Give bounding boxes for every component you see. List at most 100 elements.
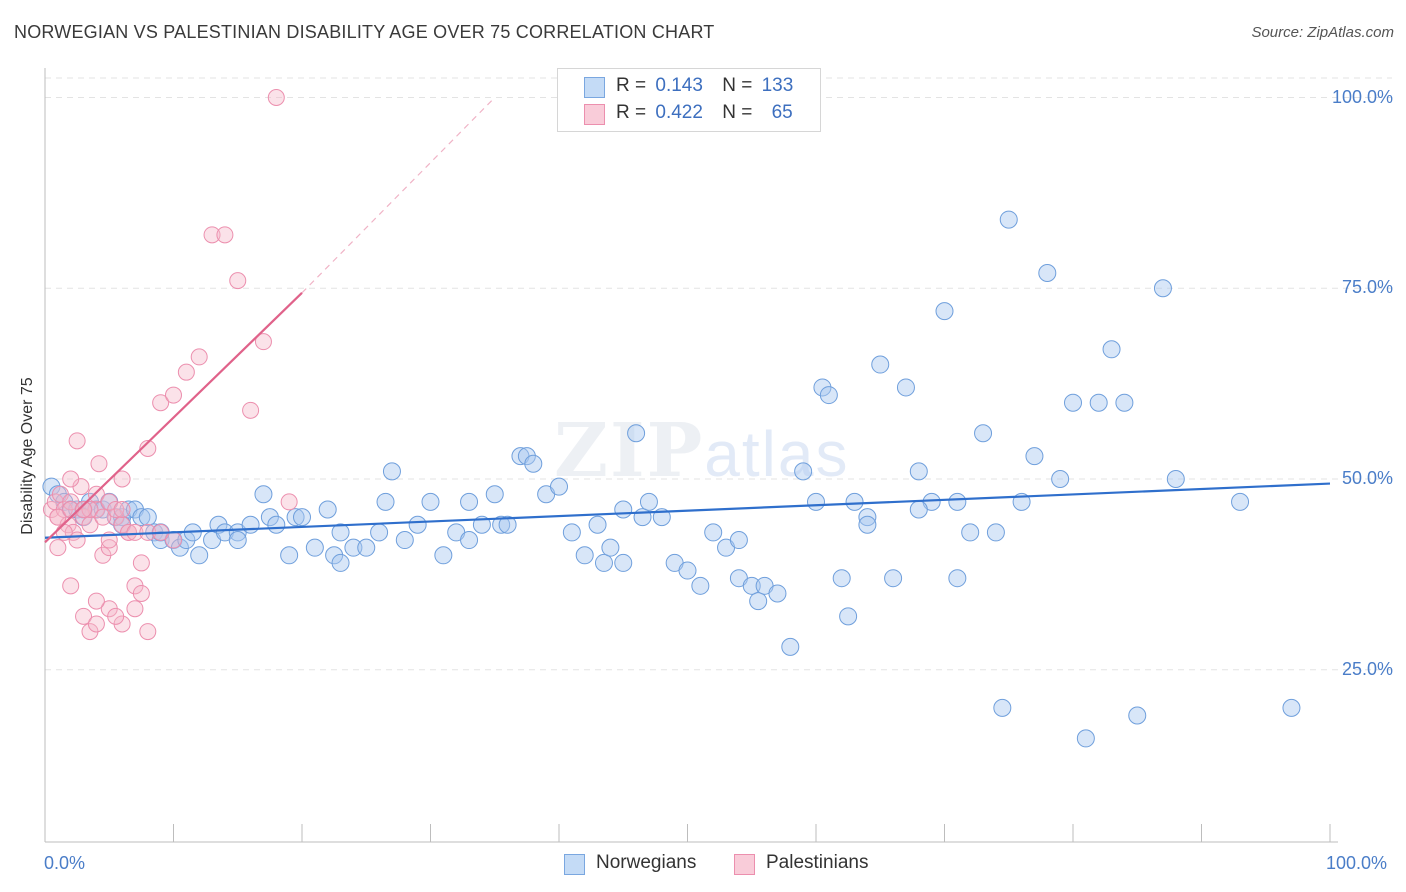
legend-n-value-palestinians: 65 <box>771 102 793 123</box>
zipatlas-watermark: ZIPatlas <box>554 408 849 494</box>
palestinian-point <box>132 554 150 572</box>
norwegian-point <box>267 515 286 534</box>
norwegian-point <box>871 355 890 374</box>
norwegian-point <box>1128 706 1147 725</box>
norwegian-point <box>460 531 479 550</box>
norwegian-point <box>729 531 748 550</box>
norwegian-point <box>749 592 768 611</box>
norwegian-point <box>961 523 980 542</box>
norwegian-point <box>209 515 228 534</box>
norwegian-point <box>858 508 877 527</box>
palestinian-point <box>126 600 144 618</box>
norwegian-point <box>1089 393 1108 412</box>
norwegian-point <box>260 508 279 527</box>
x-tick-label-min: 0.0% <box>44 853 86 873</box>
norwegian-point <box>1166 470 1185 488</box>
norwegian-point <box>858 515 877 534</box>
axes <box>44 68 1338 843</box>
palestinian-point <box>68 432 86 450</box>
bottom-legend-swatch-norwegians <box>564 854 585 875</box>
legend-r-label: R = <box>616 75 647 96</box>
palestinian-point <box>177 363 195 381</box>
norwegian-point <box>1051 470 1070 488</box>
norwegian-point <box>550 477 568 496</box>
norwegian-point <box>678 561 697 580</box>
norwegian-point <box>974 424 993 443</box>
palestinian-point <box>254 333 272 351</box>
norwegian-point <box>524 454 543 473</box>
watermark-zip: ZIP <box>554 408 705 494</box>
legend-swatch-palestinians <box>584 104 605 125</box>
norwegian-point <box>691 576 710 595</box>
trend-lines <box>44 97 1331 544</box>
palestinians-points <box>42 89 298 641</box>
source-label: Source: ZipAtlas.com <box>1251 24 1394 41</box>
norwegian-point <box>517 447 536 466</box>
gridlines <box>45 77 1392 671</box>
norwegian-point <box>395 531 414 550</box>
palestinian-point <box>49 508 67 526</box>
norwegian-point <box>376 492 395 511</box>
norwegian-point <box>948 492 967 511</box>
palestinian-point <box>113 501 131 519</box>
legend-n-label: N = <box>722 102 753 123</box>
norwegian-point <box>807 492 825 511</box>
norwegian-point <box>460 492 479 511</box>
norwegian-point <box>832 569 851 588</box>
norwegian-point <box>190 546 209 565</box>
norwegian-point <box>370 523 389 542</box>
norwegian-point <box>254 485 273 504</box>
norwegian-point <box>421 492 440 511</box>
norwegian-point <box>948 569 967 588</box>
norwegian-point <box>1076 729 1095 748</box>
palestinian-point <box>62 577 80 595</box>
norwegian-point <box>813 378 832 397</box>
norwegian-point <box>241 515 260 534</box>
bottom-legend-label-palestinians: Palestinians <box>766 852 869 873</box>
norwegian-point <box>601 538 620 557</box>
norwegian-point <box>132 508 151 527</box>
palestinian-point <box>107 501 125 519</box>
palestinian-point <box>190 348 208 366</box>
legend-r-value-norwegians: 0.143 <box>655 75 703 96</box>
palestinian-point <box>216 226 234 244</box>
norwegian-point <box>639 492 658 511</box>
palestinian-point <box>49 539 67 557</box>
norwegian-point <box>614 553 633 572</box>
palestinians-trend-line <box>44 292 303 544</box>
norwegian-point <box>575 546 594 565</box>
norwegian-point <box>498 515 517 534</box>
palestinian-point <box>267 89 285 106</box>
norwegian-point <box>986 523 1005 542</box>
norwegian-point <box>382 462 401 481</box>
palestinian-point <box>132 584 150 602</box>
palestinian-point <box>75 607 93 625</box>
norwegian-point <box>1038 263 1057 282</box>
norwegian-point <box>794 462 813 481</box>
norwegian-point <box>408 515 427 534</box>
norwegian-point <box>839 607 858 626</box>
x-tick-label-max: 100.0% <box>1326 853 1388 873</box>
palestinians-trend-extension <box>301 97 496 294</box>
norwegian-point <box>909 500 928 519</box>
norwegians-points <box>42 210 1301 748</box>
norwegian-point <box>999 210 1018 229</box>
palestinian-point <box>229 272 247 290</box>
norwegian-point <box>614 500 633 519</box>
norwegian-point <box>1025 447 1044 466</box>
norwegian-point <box>138 508 157 527</box>
legend-n-label: N = <box>722 75 753 96</box>
legend-r-value-palestinians: 0.422 <box>655 102 703 123</box>
bottom-legend-swatch-palestinians <box>734 854 755 875</box>
norwegian-point <box>935 302 954 321</box>
palestinian-point <box>120 523 138 541</box>
palestinian-point <box>113 470 131 488</box>
bottom-legend-label-norwegians: Norwegians <box>596 852 697 873</box>
y-axis-label: Disability Age Over 75 <box>19 377 36 535</box>
norwegian-point <box>228 531 247 550</box>
palestinian-point <box>139 623 157 641</box>
palestinian-point <box>280 493 298 511</box>
norwegian-point <box>1115 393 1134 412</box>
palestinian-point <box>165 386 182 404</box>
